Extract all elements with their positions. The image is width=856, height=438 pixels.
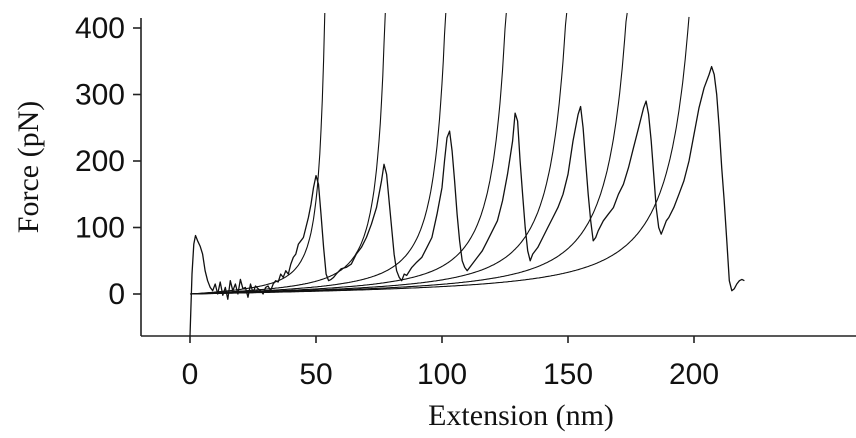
wlc-fit-curve-1 [189, 12, 326, 295]
x-axis-title: Extension (nm) [428, 399, 614, 432]
data-series [189, 65, 745, 337]
wlc-fit-curve-7 [190, 16, 690, 295]
y-tick-label: 0 [108, 278, 125, 311]
y-ticks: 0 100 200 300 400 [75, 12, 141, 311]
y-axis-title: Force (pN) [12, 101, 45, 233]
measured-force-trace-1 [189, 65, 745, 337]
y-tick-label: 100 [75, 212, 125, 245]
y-tick-label: 200 [75, 145, 125, 178]
axes [140, 18, 856, 337]
x-tick-label: 50 [299, 358, 332, 391]
wlc-fit-curve-3 [190, 12, 447, 295]
y-tick-label: 400 [75, 12, 125, 45]
y-tick-label: 300 [75, 79, 125, 112]
x-tick-label: 200 [669, 358, 719, 391]
x-tick-label: 150 [543, 358, 593, 391]
x-tick-label: 0 [182, 358, 199, 391]
wlc-fit-curve-2 [189, 12, 386, 295]
wlc-fit-curves [189, 12, 690, 295]
wlc-fit-curve-4 [190, 12, 507, 295]
x-ticks: 0 50 100 150 200 [182, 336, 719, 391]
x-tick-label: 100 [417, 358, 467, 391]
